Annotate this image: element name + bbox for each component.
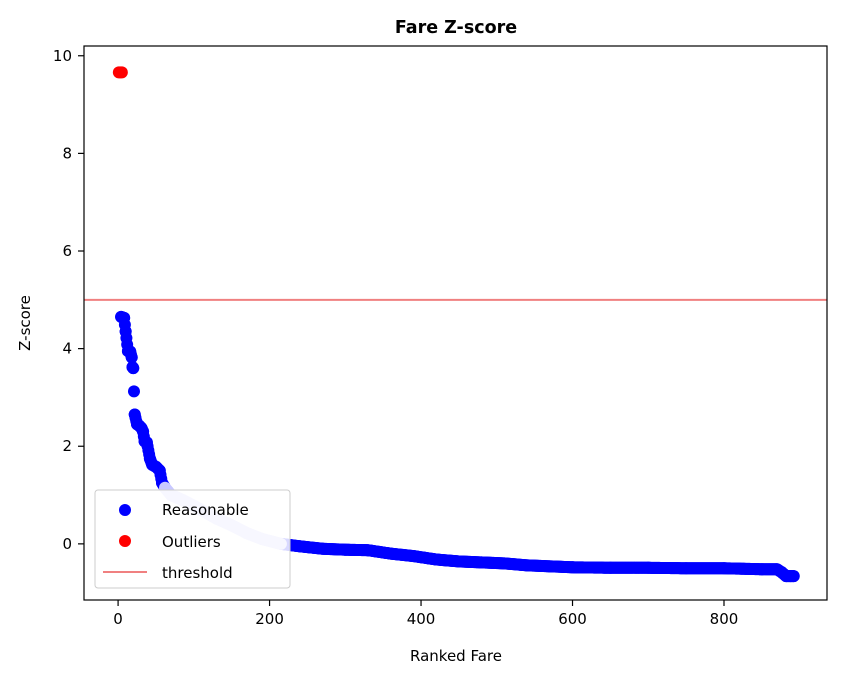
y-tick-label: 6 — [62, 242, 72, 260]
data-point-reasonable — [137, 425, 150, 438]
chart-title: Fare Z-score — [395, 18, 517, 38]
data-point-reasonable — [642, 561, 655, 574]
data-point-reasonable — [119, 325, 132, 338]
data-point-reasonable — [128, 408, 141, 421]
x-axis: 0 200 400 600 800 — [113, 600, 738, 628]
data-point-reasonable — [498, 557, 511, 570]
data-point-reasonable — [787, 570, 800, 583]
data-point-reasonable — [452, 555, 465, 568]
plot-frame — [83, 45, 828, 601]
data-point-reasonable — [316, 542, 329, 555]
data-point-reasonable — [475, 556, 488, 569]
data-point-reasonable — [127, 385, 140, 398]
legend-label-outliers: Outliers — [162, 533, 221, 551]
legend-label-reasonable: Reasonable — [162, 501, 249, 519]
x-tick-label: 600 — [558, 610, 587, 628]
data-point-reasonable — [430, 553, 443, 566]
legend-box — [94, 489, 291, 589]
data-point-reasonable — [566, 561, 579, 574]
legend-marker-reasonable — [119, 504, 131, 516]
data-point-reasonable — [543, 560, 556, 573]
data-point-reasonable — [125, 351, 138, 364]
y-tick-label: 2 — [62, 437, 72, 455]
x-axis-title: Ranked Fare — [410, 647, 502, 665]
data-point-reasonable — [293, 540, 306, 553]
legend-marker-outliers — [119, 535, 131, 547]
data-point-reasonable — [604, 561, 617, 574]
y-axis-title: Z-score — [16, 295, 34, 351]
data-point-reasonable — [118, 311, 131, 324]
data-point-reasonable — [127, 362, 140, 375]
legend-label-threshold: threshold — [162, 564, 233, 582]
y-tick-label: 0 — [62, 535, 72, 553]
data-point-reasonable — [521, 559, 534, 572]
y-axis: 0 2 4 6 8 10 — [53, 47, 84, 553]
data-point-reasonable — [153, 464, 166, 477]
data-point-outlier — [115, 66, 128, 79]
data-point-reasonable — [680, 562, 693, 575]
data-point-reasonable — [717, 562, 730, 575]
y-tick-label: 8 — [62, 144, 72, 162]
data-point-reasonable — [140, 436, 153, 449]
x-tick-label: 800 — [710, 610, 739, 628]
data-point-reasonable — [755, 563, 768, 576]
x-tick-label: 200 — [255, 610, 284, 628]
data-point-reasonable — [407, 550, 420, 563]
data-point-reasonable — [362, 544, 375, 557]
x-tick-label: 0 — [113, 610, 123, 628]
data-point-reasonable — [384, 547, 397, 560]
y-tick-label: 4 — [62, 340, 72, 358]
data-point-reasonable — [339, 543, 352, 556]
x-tick-label: 400 — [407, 610, 436, 628]
legend: Reasonable Outliers threshold — [94, 489, 291, 589]
y-tick-label: 10 — [53, 47, 72, 65]
